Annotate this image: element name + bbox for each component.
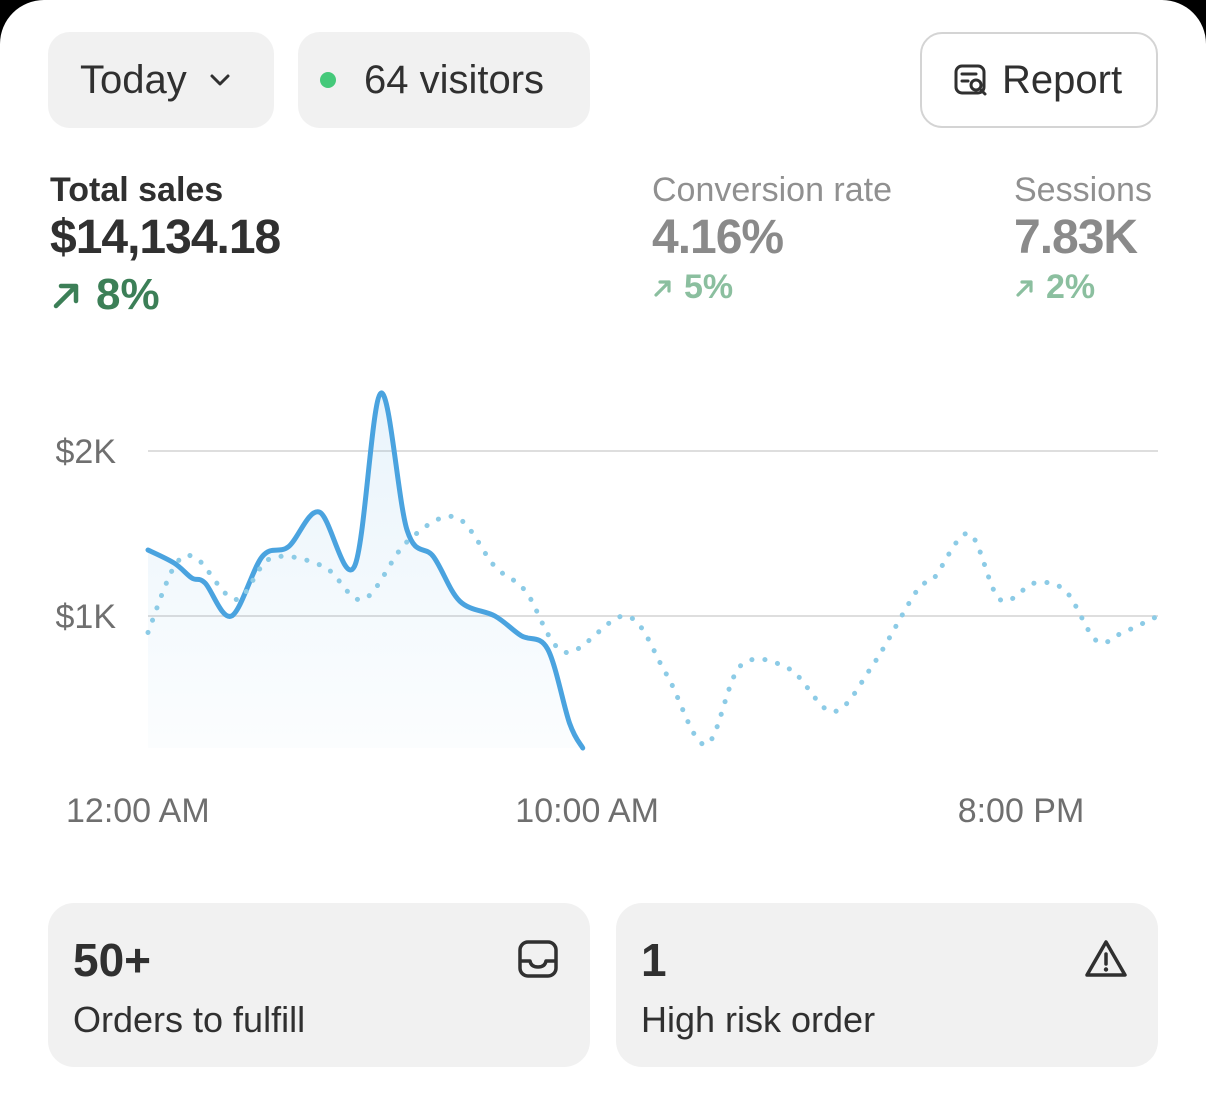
- metric-change-value: 2%: [1046, 268, 1096, 306]
- x-tick-label: 12:00 AM: [66, 792, 210, 830]
- metric-label: Sessions: [1014, 171, 1152, 209]
- chevron-down-icon: [210, 74, 230, 86]
- report-label: Report: [1002, 57, 1123, 102]
- metric-change-value: 5%: [684, 268, 734, 306]
- orders-caption: Orders to fulfill: [73, 999, 306, 1040]
- inbox-icon: [518, 940, 558, 978]
- date-range-dropdown[interactable]: Today: [48, 32, 274, 128]
- x-tick-label: 8:00 PM: [958, 792, 1085, 830]
- live-status-dot: [320, 72, 336, 88]
- y-tick-label: $2K: [56, 433, 117, 471]
- metric-value: 7.83K: [1014, 211, 1138, 264]
- sales-line-chart: $1K $2K 12:00 AM 10:00 AM 8:00 PM: [56, 390, 1161, 830]
- metric-sessions[interactable]: Sessions 7.83K 2%: [1014, 170, 1152, 307]
- x-tick-label: 10:00 AM: [515, 792, 659, 830]
- metric-total-sales[interactable]: Total sales $14,134.18 8%: [50, 170, 281, 320]
- y-tick-label: $1K: [56, 598, 117, 636]
- warning-icon: [1085, 940, 1127, 977]
- metric-value: 4.16%: [652, 211, 784, 264]
- arrow-up-right-icon: [53, 283, 79, 309]
- metric-label: Conversion rate: [652, 171, 893, 209]
- live-visitors-button[interactable]: 64 visitors: [298, 32, 590, 128]
- high-risk-order-card[interactable]: 1 High risk order: [616, 903, 1158, 1067]
- arrow-up-right-icon: [1016, 279, 1033, 297]
- metric-value: $14,134.18: [50, 211, 281, 264]
- risk-count: 1: [641, 934, 667, 986]
- report-icon: [954, 64, 987, 96]
- metric-change: 8%: [50, 270, 280, 320]
- visitors-label: 64 visitors: [364, 57, 545, 102]
- metric-conversion-rate[interactable]: Conversion rate 4.16% 5%: [652, 170, 892, 307]
- risk-caption: High risk order: [641, 999, 876, 1040]
- date-range-label: Today: [80, 57, 187, 102]
- sales-area-fill: [148, 393, 583, 748]
- today-series-line: [145, 390, 586, 751]
- arrow-up-right-icon: [654, 279, 671, 297]
- metric-label: Total sales: [50, 171, 224, 209]
- metric-change-value: 8%: [96, 270, 160, 319]
- metric-change: 5%: [652, 268, 892, 307]
- orders-to-fulfill-card[interactable]: 50+ Orders to fulfill: [48, 903, 590, 1067]
- metric-change: 2%: [1014, 268, 1152, 307]
- orders-count: 50+: [73, 934, 152, 986]
- report-button[interactable]: Report: [920, 32, 1158, 128]
